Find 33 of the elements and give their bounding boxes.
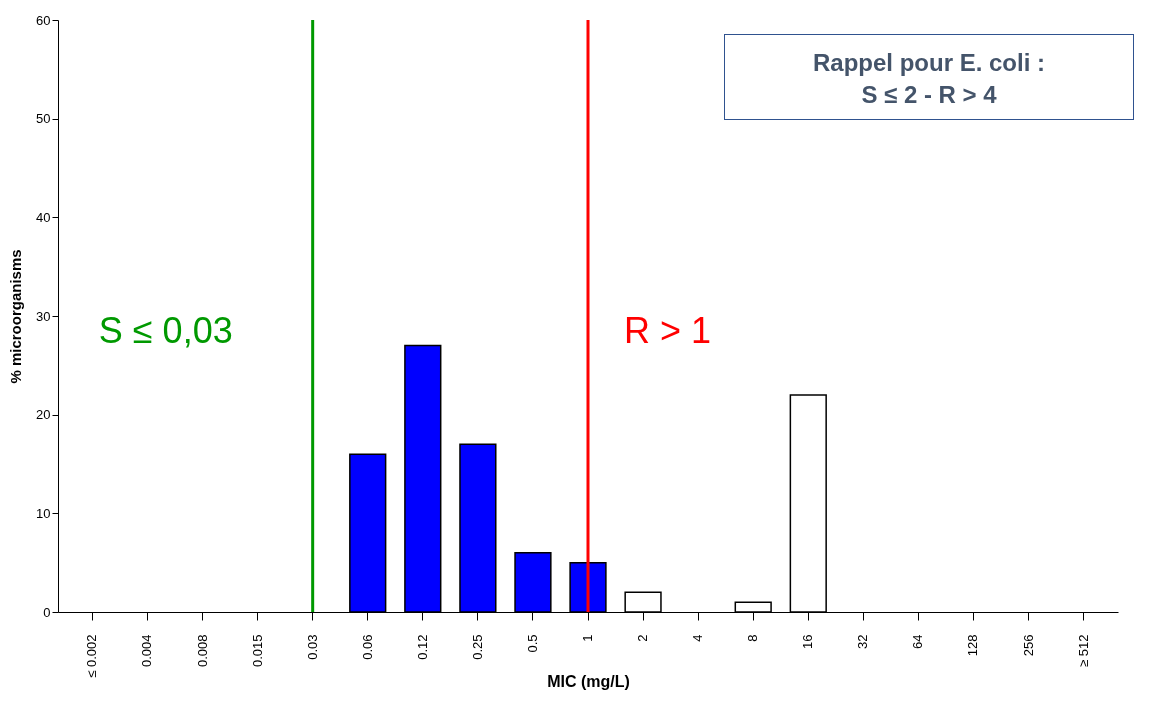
annotation: S ≤ 2 - R > 4	[860, 80, 998, 110]
x-tick-label: 16	[800, 634, 816, 649]
x-tick-label: 0.06	[359, 634, 375, 660]
x-tick-label: 0.25	[469, 634, 485, 660]
x-tick-label: 8	[745, 634, 761, 642]
x-tick-label: 128	[965, 634, 981, 657]
ref-line-label: S ≤ 0,03	[98, 310, 233, 351]
annotation: Rappel pour E. coli :	[812, 48, 1046, 78]
y-tick-label: 0	[43, 604, 51, 620]
x-tick-label: ≤ 0.002	[84, 634, 100, 678]
y-axis-title: % microorganisms	[7, 249, 25, 384]
x-tick-label: 0.004	[139, 634, 155, 668]
y-tick-label: 30	[36, 308, 51, 324]
x-tick-label: 4	[690, 634, 706, 642]
x-tick-label: 64	[910, 634, 926, 649]
y-tick-label: 40	[36, 209, 51, 225]
x-tick-label: ≥ 512	[1075, 634, 1091, 667]
x-tick-label: 0.03	[304, 634, 320, 660]
ref-line-label: R > 1	[624, 310, 712, 351]
x-tick-label: 0.008	[194, 634, 210, 668]
x-tick-label: 32	[855, 634, 871, 649]
x-tick-label: 0.5	[524, 634, 540, 653]
y-tick-label: 60	[36, 12, 51, 28]
y-tick-label: 50	[36, 111, 51, 127]
x-tick-label: 256	[1020, 634, 1036, 657]
y-tick-label: 20	[36, 407, 51, 423]
x-tick-label: 1	[580, 634, 595, 642]
y-tick-label: 10	[36, 505, 51, 521]
x-tick-label: 0.015	[249, 634, 265, 668]
x-axis-title: MIC (mg/L)	[547, 672, 630, 690]
note-box: Rappel pour E. coli : S ≤ 2 - R > 4	[724, 34, 1134, 120]
x-tick-label: 0.12	[414, 634, 430, 660]
x-tick-label: 2	[635, 634, 651, 642]
